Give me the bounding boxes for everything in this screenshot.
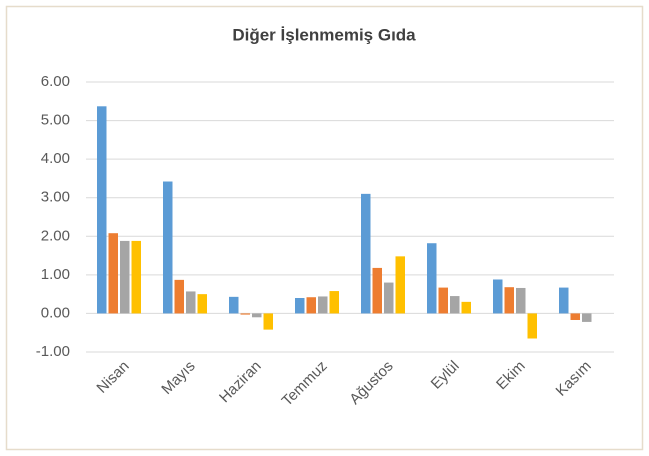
bar	[108, 233, 118, 314]
y-tick-label: 3.00	[41, 189, 70, 206]
bar	[384, 282, 394, 314]
y-tick-label: 2.00	[41, 227, 70, 244]
bar	[197, 294, 207, 314]
bar	[527, 313, 537, 339]
bar	[372, 267, 382, 314]
y-tick-label: 5.00	[41, 112, 70, 129]
bar	[229, 296, 239, 314]
bar	[318, 296, 328, 314]
chart-title: Diğer İşlenmemiş Gıda	[232, 25, 416, 44]
bar	[306, 297, 316, 314]
bar	[559, 287, 569, 314]
bar	[361, 193, 371, 314]
y-tick-label: -1.00	[36, 343, 70, 360]
bar	[174, 279, 184, 314]
bar	[295, 298, 305, 314]
bar	[252, 313, 262, 318]
bar	[163, 181, 173, 314]
bar	[461, 301, 471, 314]
bar	[120, 240, 130, 314]
bar	[450, 296, 460, 314]
bar	[570, 313, 580, 320]
y-tick-label: 0.00	[41, 304, 70, 321]
y-tick-label: 6.00	[41, 73, 70, 90]
bar	[131, 240, 141, 314]
bar	[263, 313, 273, 330]
bar	[97, 106, 107, 314]
bar	[240, 313, 250, 315]
bar	[186, 291, 196, 314]
bar	[504, 287, 514, 314]
bar	[493, 279, 503, 314]
bar	[582, 313, 592, 322]
bar	[329, 291, 339, 314]
y-tick-label: 1.00	[41, 266, 70, 283]
bar	[427, 243, 437, 314]
bar	[516, 287, 526, 314]
bar	[438, 287, 448, 314]
chart-frame	[5, 5, 644, 451]
y-tick-label: 4.00	[41, 150, 70, 167]
bar	[395, 256, 405, 314]
